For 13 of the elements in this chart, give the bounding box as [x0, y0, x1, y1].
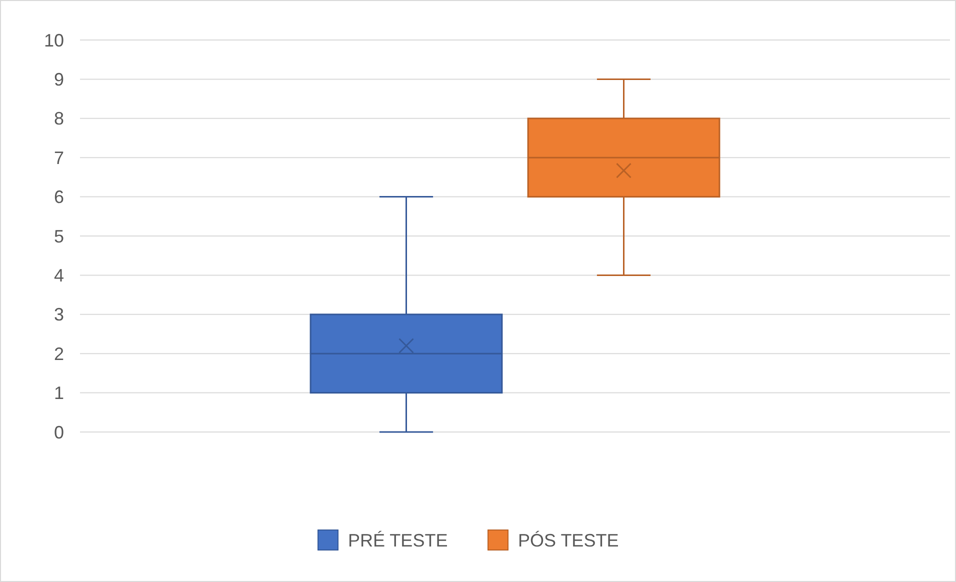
y-tick-label: 3: [54, 304, 64, 325]
y-tick-label: 0: [54, 422, 64, 442]
y-tick-label: 8: [54, 108, 64, 129]
y-tick-label: 10: [44, 30, 64, 50]
y-tick-label: 9: [54, 70, 64, 90]
y-tick-label: 5: [54, 226, 64, 246]
y-tick-label: 2: [54, 344, 64, 364]
legend-label: PRÉ TESTE: [348, 530, 448, 550]
y-tick-label: 6: [54, 187, 64, 208]
y-tick-label: 7: [54, 148, 64, 168]
y-tick-label: 4: [54, 266, 64, 286]
y-tick-label: 1: [54, 383, 64, 404]
legend-label: PÓS TESTE: [518, 530, 619, 550]
